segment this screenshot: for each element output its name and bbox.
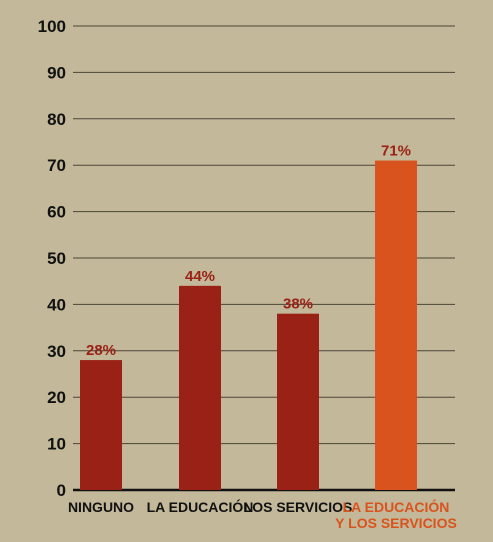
bar bbox=[179, 285, 221, 490]
x-tick-label: LOS SERVICIOS bbox=[244, 499, 353, 515]
x-tick-label: NINGUNO bbox=[68, 499, 134, 515]
y-axis-ticks: 0 10 20 30 40 50 60 70 80 90 100 bbox=[38, 17, 66, 500]
bar bbox=[80, 360, 122, 490]
y-tick-label: 60 bbox=[47, 203, 66, 222]
y-tick-label: 30 bbox=[47, 342, 66, 361]
y-tick-label: 0 bbox=[57, 481, 66, 500]
y-tick-label: 80 bbox=[47, 110, 66, 129]
data-labels: 28% 44% 38% 71% bbox=[86, 143, 411, 360]
y-tick-label: 90 bbox=[47, 63, 66, 82]
y-tick-label: 50 bbox=[47, 249, 66, 268]
x-tick-label: LA EDUCACIÓN bbox=[343, 498, 450, 515]
bar bbox=[277, 313, 319, 490]
y-tick-label: 100 bbox=[38, 17, 66, 36]
y-tick-label: 20 bbox=[47, 388, 66, 407]
data-label: 71% bbox=[381, 143, 411, 160]
data-label: 38% bbox=[283, 296, 313, 313]
data-label: 28% bbox=[86, 342, 116, 359]
x-tick-label: Y LOS SERVICIOS bbox=[335, 515, 457, 531]
x-tick-label: LA EDUCACIÓN bbox=[147, 498, 254, 515]
bars bbox=[80, 160, 417, 490]
data-label: 44% bbox=[185, 268, 215, 285]
bar bbox=[375, 160, 417, 490]
y-tick-label: 10 bbox=[47, 435, 66, 454]
y-tick-label: 40 bbox=[47, 295, 66, 314]
y-tick-label: 70 bbox=[47, 156, 66, 175]
